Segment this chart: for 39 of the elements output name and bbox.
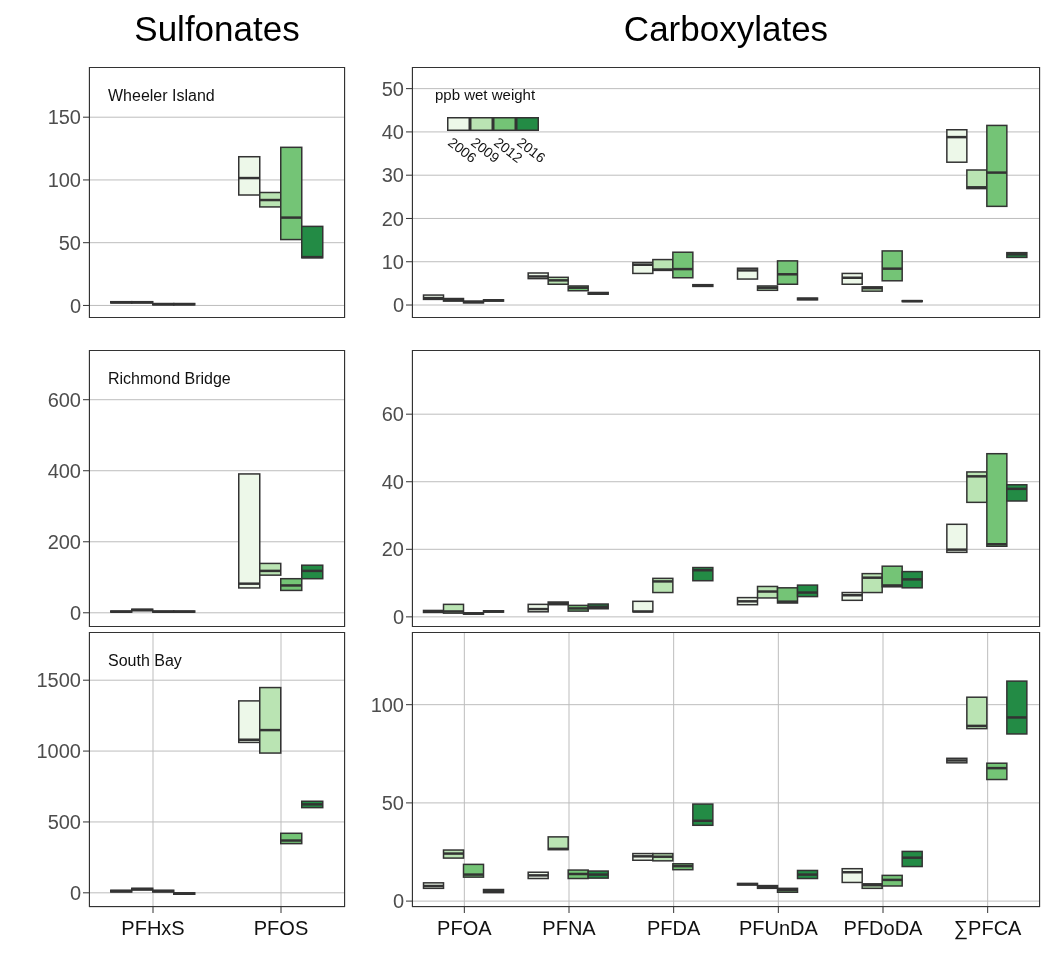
- y-tick-label: 50: [58, 231, 81, 254]
- y-tick-label: 600: [47, 388, 81, 411]
- chart-title: Sulfonates: [133, 9, 301, 49]
- x-tick-label: ∑PFCA: [953, 917, 1023, 941]
- chart-title: Carboxylates: [622, 9, 830, 49]
- y-tick-label: 40: [381, 121, 404, 144]
- y-tick-label: 500: [47, 811, 81, 834]
- annotation: Richmond Bridge: [108, 370, 231, 388]
- y-tick-label: 400: [47, 459, 81, 482]
- y-tick-label: 100: [370, 693, 404, 716]
- y-tick-label: 0: [69, 294, 81, 317]
- y-tick-label: 50: [381, 791, 404, 814]
- x-tick-label: PFHxS: [121, 917, 185, 940]
- x-tick-label: PFDA: [646, 917, 701, 940]
- y-tick-label: 200: [47, 530, 81, 553]
- y-tick-label: 100: [47, 169, 81, 192]
- y-tick-label: 0: [69, 601, 81, 624]
- x-tick-label: PFOA: [437, 917, 493, 940]
- annotation: South Bay: [108, 652, 182, 670]
- y-tick-label: 0: [392, 605, 404, 628]
- y-tick-label: 20: [381, 207, 404, 230]
- y-tick-label: 0: [392, 890, 404, 913]
- y-tick-label: 1500: [36, 669, 81, 692]
- y-tick-label: 10: [381, 250, 404, 273]
- x-tick-label: PFUnDA: [738, 917, 819, 940]
- x-tick-label: PFNA: [542, 917, 597, 940]
- y-tick-label: 1000: [36, 740, 81, 763]
- annotation: Wheeler Island: [108, 87, 215, 105]
- x-tick-label: PFDoDA: [843, 917, 924, 940]
- legend-title: ppb wet weight: [435, 86, 537, 103]
- y-tick-label: 50: [381, 77, 404, 100]
- x-tick-label: PFOS: [253, 917, 309, 940]
- y-tick-label: 40: [381, 470, 404, 493]
- y-tick-label: 20: [381, 538, 404, 561]
- y-tick-label: 30: [381, 164, 404, 187]
- y-tick-label: 60: [381, 403, 404, 426]
- y-tick-label: 0: [69, 881, 81, 904]
- y-tick-label: 150: [47, 106, 81, 129]
- y-tick-label: 0: [392, 294, 404, 317]
